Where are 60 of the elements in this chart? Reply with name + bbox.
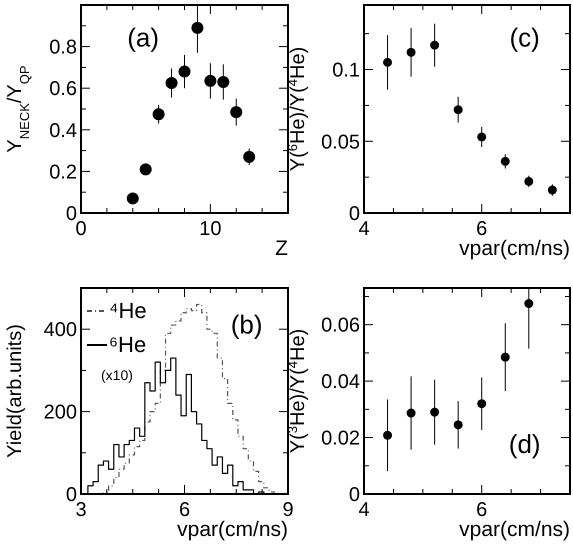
point xyxy=(430,40,440,50)
point xyxy=(500,352,510,362)
point xyxy=(204,74,216,87)
legend-label: ⁶He xyxy=(109,332,146,357)
y-tick-label: 0.02 xyxy=(321,428,360,450)
point xyxy=(191,22,204,34)
x-tick-label: 10 xyxy=(199,218,222,240)
x-tick-label: 6 xyxy=(476,499,488,521)
x-tick-label: 3 xyxy=(75,499,87,521)
point xyxy=(383,430,392,440)
y-tick-label: 0.05 xyxy=(321,131,360,154)
x-axis-title: Z xyxy=(275,237,288,260)
annotation: (x10) xyxy=(101,367,133,383)
point xyxy=(230,106,242,118)
point xyxy=(383,58,392,67)
point xyxy=(430,408,440,417)
point xyxy=(477,132,486,142)
point xyxy=(243,150,256,163)
point xyxy=(454,105,463,114)
point xyxy=(178,66,190,78)
x-tick-label: 4 xyxy=(358,499,370,521)
x-tick-label: 9 xyxy=(282,499,294,521)
y-tick-label: 0.06 xyxy=(321,314,360,337)
point xyxy=(548,186,557,195)
x-axis-title: vpar(cm/ns) xyxy=(459,518,570,541)
y-tick-label: 0.2 xyxy=(49,161,77,184)
y-tick-label: 0 xyxy=(348,203,360,225)
y-tick-label: 400 xyxy=(44,319,77,342)
text: (d) xyxy=(508,428,541,459)
y-tick-label: 200 xyxy=(44,402,77,424)
x-axis-title: vpar(cm/ns) xyxy=(177,518,288,541)
point xyxy=(406,408,416,418)
point xyxy=(454,420,463,430)
point xyxy=(406,48,416,57)
text: (b) xyxy=(230,309,262,340)
point xyxy=(140,163,152,176)
y-tick-label: 0.4 xyxy=(49,120,77,142)
y-tick-label: 0.6 xyxy=(49,78,77,100)
point xyxy=(500,156,510,166)
y-tick-label: 0.04 xyxy=(321,371,360,394)
point xyxy=(152,108,165,120)
y-tick-label: 0.1 xyxy=(332,60,360,82)
x-tick-label: 6 xyxy=(476,218,488,240)
text: (a) xyxy=(127,22,159,53)
y-tick-label: 0.8 xyxy=(49,36,77,59)
point xyxy=(217,76,230,88)
y-tick-label: 0 xyxy=(348,484,360,506)
x-tick-label: 4 xyxy=(358,218,370,240)
y-tick-label: 0 xyxy=(66,203,77,225)
x-tick-label: 6 xyxy=(178,499,190,521)
point xyxy=(477,399,486,408)
point xyxy=(126,192,139,204)
y-tick-label: 0 xyxy=(66,484,77,506)
y-axis-title: Yield(arb.units) xyxy=(4,324,26,458)
point xyxy=(524,176,534,186)
x-axis-title: vpar(cm/ns) xyxy=(459,237,570,260)
legend-label: ⁴He xyxy=(109,298,147,323)
point xyxy=(524,299,534,308)
text: (c) xyxy=(510,22,540,53)
point xyxy=(166,77,178,89)
